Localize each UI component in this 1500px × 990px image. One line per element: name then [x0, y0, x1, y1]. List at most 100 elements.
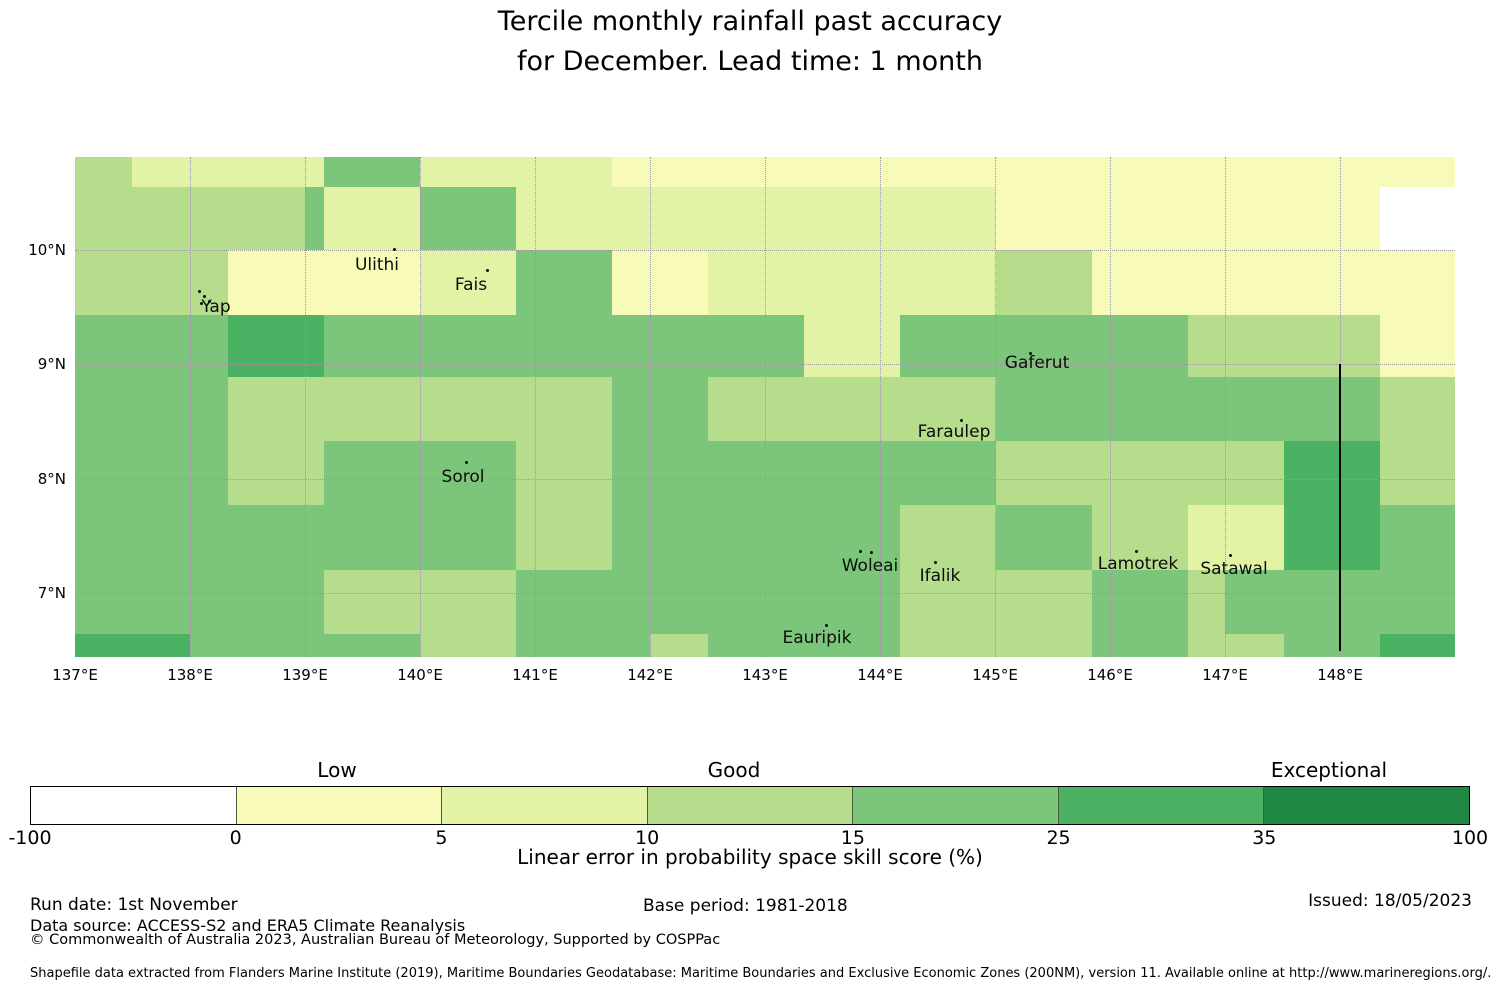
- map-cell: [420, 157, 516, 187]
- title-line-1: Tercile monthly rainfall past accuracy: [497, 6, 1003, 37]
- island-marker-dot: [859, 550, 862, 553]
- map-cell-patch: [612, 634, 650, 657]
- map-cell: [1188, 250, 1284, 315]
- map-cell: [900, 441, 996, 505]
- map-cell: [420, 505, 516, 570]
- island-marker-dot: [465, 461, 468, 464]
- map-cell: [996, 157, 1092, 187]
- map-cell: [420, 377, 516, 441]
- map-cell: [900, 634, 996, 657]
- island-marker-dot: [208, 300, 211, 303]
- island-label: Gaferut: [1004, 353, 1070, 373]
- map-cell: [1284, 157, 1380, 187]
- map-cell: [1092, 570, 1188, 634]
- map-cell: [420, 441, 516, 505]
- island-marker-dot: [203, 295, 206, 298]
- x-tick-label: 142°E: [627, 666, 673, 684]
- map-cell: [516, 441, 612, 505]
- map-cell: [516, 250, 612, 315]
- colorbar-category-label: Exceptional: [1270, 758, 1388, 782]
- map-cell: [324, 505, 420, 570]
- title-line-2: for December. Lead time: 1 month: [517, 46, 983, 77]
- map-cell: [132, 315, 228, 377]
- map-cell: [804, 187, 900, 250]
- island-marker-dot: [1135, 550, 1138, 553]
- data-source-text: Data source: ACCESS-S2 and ERA5 Climate …: [30, 916, 466, 935]
- map-cell: [516, 505, 612, 570]
- colorbar-segment: [852, 787, 1058, 824]
- map-cell: [804, 505, 900, 570]
- map-cell: [708, 441, 804, 505]
- map-cell: [516, 634, 612, 657]
- island-marker-dot: [960, 419, 963, 422]
- map-cell: [1380, 505, 1455, 570]
- x-tick-label: 145°E: [972, 666, 1018, 684]
- map-cell: [1092, 634, 1188, 657]
- map-cell: [1380, 377, 1455, 441]
- map-cell: [708, 377, 804, 441]
- longitude-gridline: [190, 157, 191, 657]
- map-cell: [900, 315, 996, 377]
- map-cell: [1188, 315, 1284, 377]
- map-cell: [1284, 377, 1380, 441]
- map-cell: [1284, 634, 1380, 657]
- map-cell: [900, 157, 996, 187]
- map-cell: [132, 441, 228, 505]
- island-label: Eauripik: [782, 628, 852, 648]
- map-cell: [612, 187, 708, 250]
- map-cell: [1380, 634, 1455, 657]
- colorbar-category-label: Good: [707, 758, 761, 782]
- map-cell: [900, 250, 996, 315]
- map-cell: [324, 570, 420, 634]
- colorbar-tick-label: 0: [229, 827, 242, 849]
- island-label: Ifalik: [919, 566, 961, 586]
- map-cell: [228, 505, 324, 570]
- map-cell: [228, 634, 324, 657]
- map-cell: [1188, 441, 1284, 505]
- map-cell: [1380, 315, 1455, 377]
- map-cell: [1092, 441, 1188, 505]
- colorbar: [30, 786, 1470, 825]
- y-tick-label: 8°N: [37, 470, 66, 488]
- map-cell: [420, 570, 516, 634]
- map-cell: [708, 250, 804, 315]
- map-cell: [900, 505, 996, 570]
- island-marker-dot: [870, 551, 873, 554]
- x-tick-label: 141°E: [512, 666, 558, 684]
- map-cell: [1188, 187, 1284, 250]
- map-cell-patch: [1188, 570, 1225, 634]
- map-cell: [75, 570, 132, 634]
- map-cell: [1284, 570, 1380, 634]
- map-cell: [612, 441, 708, 505]
- longitude-gridline: [535, 157, 536, 657]
- map-cell: [1284, 505, 1380, 570]
- copyright-text: © Commonwealth of Australia 2023, Austra…: [30, 932, 721, 948]
- x-tick-label: 139°E: [282, 666, 328, 684]
- map-cell: [132, 505, 228, 570]
- map-cell: [900, 187, 996, 250]
- map-cell-patch: [132, 634, 190, 657]
- map-cell: [1380, 570, 1455, 634]
- map-cell: [804, 250, 900, 315]
- island-label: Sorol: [441, 467, 485, 487]
- map-cell: [228, 377, 324, 441]
- map-cell: [228, 441, 324, 505]
- island-marker-dot: [934, 561, 937, 564]
- map-cell: [132, 250, 228, 315]
- colorbar-segment: [646, 787, 853, 824]
- longitude-gridline: [305, 157, 306, 657]
- map-cell: [1092, 250, 1188, 315]
- map-cell: [804, 441, 900, 505]
- map-cell: [900, 377, 996, 441]
- x-tick-label: 137°E: [52, 666, 98, 684]
- map-cell: [804, 377, 900, 441]
- map-cell: [324, 634, 420, 657]
- map-cell: [1380, 187, 1455, 250]
- map-cell: [708, 505, 804, 570]
- longitude-gridline: [995, 157, 996, 657]
- map-cell: [324, 441, 420, 505]
- eez-boundary-line: [1339, 364, 1341, 651]
- map-cell: [1092, 377, 1188, 441]
- map-cell: [708, 157, 804, 187]
- map-cell: [612, 377, 708, 441]
